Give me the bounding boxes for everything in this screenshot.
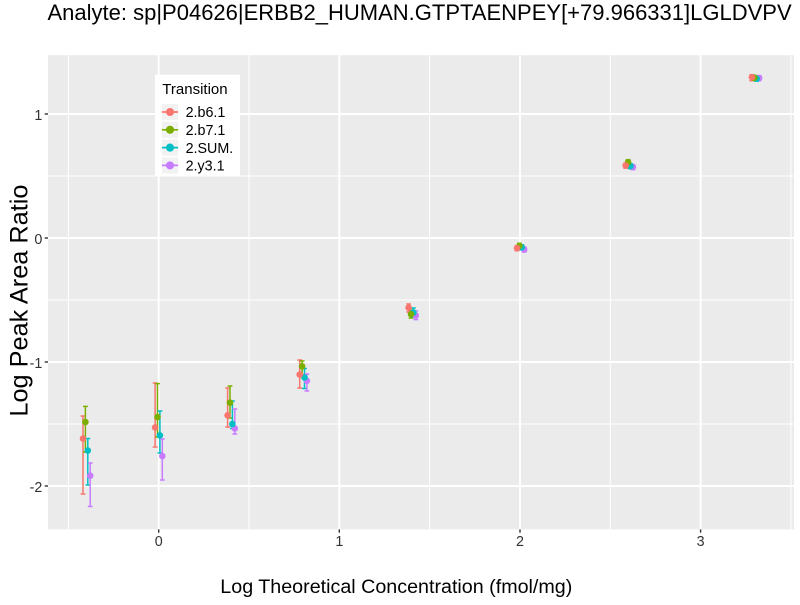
svg-text:2.SUM.: 2.SUM.: [186, 141, 234, 157]
svg-text:2: 2: [516, 534, 524, 550]
svg-text:1: 1: [335, 534, 343, 550]
svg-text:Analyte: sp|P04626|ERBB2_HUMAN: Analyte: sp|P04626|ERBB2_HUMAN.GTPTAENPE…: [48, 0, 792, 25]
svg-text:3: 3: [697, 534, 705, 550]
svg-text:2.y3.1: 2.y3.1: [186, 159, 225, 175]
svg-text:2.b7.1: 2.b7.1: [186, 123, 226, 139]
svg-text:0: 0: [34, 232, 42, 248]
svg-text:Log Theoretical Concentration: Log Theoretical Concentration (fmol/mg): [220, 576, 572, 598]
svg-text:0: 0: [155, 534, 163, 550]
svg-text:1: 1: [34, 108, 42, 124]
svg-text:Log Peak Area Ratio: Log Peak Area Ratio: [6, 185, 34, 417]
svg-text:2.b6.1: 2.b6.1: [186, 105, 226, 121]
svg-text:Transition: Transition: [162, 81, 227, 98]
svg-text:-2: -2: [30, 480, 43, 496]
svg-text:-1: -1: [30, 356, 43, 372]
